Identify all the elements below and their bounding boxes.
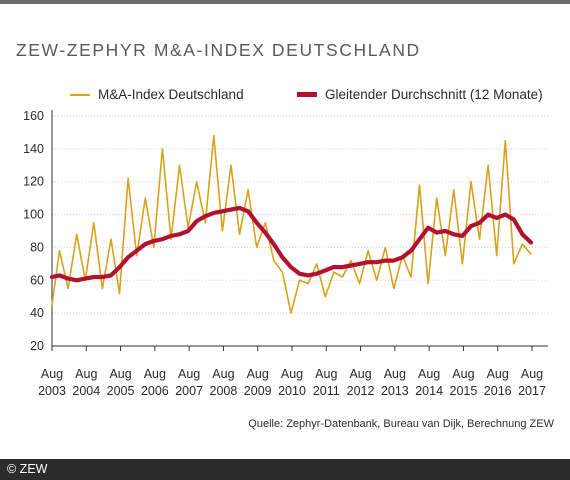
x-tick-label-year-7: 2010 xyxy=(278,384,306,398)
y-tick-label-100: 100 xyxy=(23,208,44,222)
x-tick-label-year-3: 2006 xyxy=(141,384,169,398)
series-line-average xyxy=(49,205,534,283)
y-tick-label-120: 120 xyxy=(23,175,44,189)
x-tick-label-year-1: 2004 xyxy=(72,384,100,398)
x-tick-label-month-1: Aug xyxy=(75,367,97,381)
legend-item-index: M&A-Index Deutschland xyxy=(70,87,244,102)
x-tick-label-month-4: Aug xyxy=(178,367,200,381)
x-tick-label-year-13: 2016 xyxy=(484,384,512,398)
x-tick-label-month-11: Aug xyxy=(418,367,440,381)
x-tick-label-month-8: Aug xyxy=(315,367,337,381)
x-tick-label-year-8: 2011 xyxy=(313,384,340,398)
line-chart: 20 40 60 80 100 120 140 160 Aug 2003 Aug 2004 Aug 200… xyxy=(23,109,548,398)
y-tick-label-20: 20 xyxy=(30,339,44,353)
x-tick-label-year-6: 2009 xyxy=(244,384,272,398)
x-tick-label-year-2: 2005 xyxy=(107,384,135,398)
series-line-index xyxy=(51,134,532,314)
x-tick-label-year-10: 2013 xyxy=(381,384,409,398)
y-tick-label-40: 40 xyxy=(30,306,44,320)
x-tick-label-month-2: Aug xyxy=(109,367,131,381)
legend-label-index: M&A-Index Deutschland xyxy=(98,87,244,102)
x-tick-label-month-12: Aug xyxy=(452,367,474,381)
legend-label-average: Gleitender Durchschnitt (12 Monate) xyxy=(325,87,543,102)
chart-title: ZEW-ZEPHYR M&A-INDEX DEUTSCHLAND xyxy=(16,40,421,60)
y-tick-label-160: 160 xyxy=(23,109,44,123)
x-tick-label-month-10: Aug xyxy=(384,367,406,381)
x-tick-label-year-0: 2003 xyxy=(38,384,66,398)
legend-item-average: Gleitender Durchschnitt (12 Monate) xyxy=(297,87,543,102)
x-tick-label-month-3: Aug xyxy=(144,367,166,381)
x-tick-label-month-9: Aug xyxy=(349,367,371,381)
x-tick-label-month-5: Aug xyxy=(212,367,234,381)
x-tick-label-month-7: Aug xyxy=(281,367,303,381)
y-tick-label-60: 60 xyxy=(30,273,44,287)
x-tick-label-year-4: 2007 xyxy=(175,384,203,398)
source-note: Quelle: Zephyr-Datenbank, Bureau van Dij… xyxy=(248,418,554,430)
x-tick-label-year-5: 2008 xyxy=(210,384,238,398)
footer-bar: © ZEW xyxy=(0,459,570,480)
legend-swatch-average xyxy=(297,92,317,97)
y-tick-label-140: 140 xyxy=(23,142,44,156)
x-tick-label-year-12: 2015 xyxy=(450,384,478,398)
x-tick-label-year-14: 2017 xyxy=(518,384,546,398)
top-frame-bar xyxy=(0,0,570,4)
x-tick-label-year-11: 2014 xyxy=(415,384,443,398)
y-tick-label-80: 80 xyxy=(30,240,44,254)
x-tick-label-month-13: Aug xyxy=(487,367,509,381)
x-tick-label-month-0: Aug xyxy=(41,367,63,381)
legend-swatch-index xyxy=(70,93,90,96)
x-tick-label-year-9: 2012 xyxy=(347,384,375,398)
x-tick-label-month-6: Aug xyxy=(247,367,269,381)
copyright-text: © ZEW xyxy=(7,462,48,476)
x-tick-label-month-14: Aug xyxy=(521,367,543,381)
